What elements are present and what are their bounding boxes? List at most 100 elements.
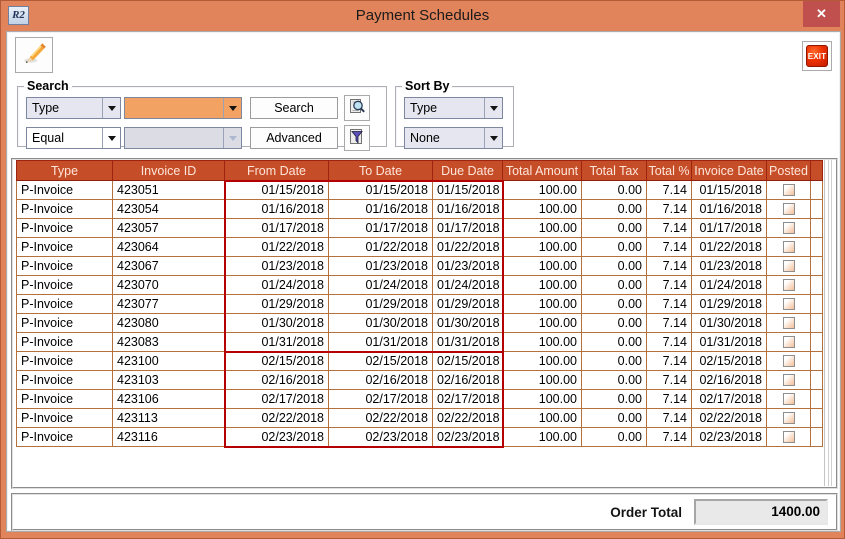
- sort-primary-combobox[interactable]: Type: [404, 97, 503, 119]
- cell-from-date: 01/30/2018: [224, 313, 329, 333]
- cell-invoice-date: 02/17/2018: [691, 389, 767, 409]
- cell-total-tax: 0.00: [581, 218, 647, 238]
- cell-invoice-date: 01/23/2018: [691, 256, 767, 276]
- cell-posted: [766, 351, 811, 371]
- table-row[interactable]: P-Invoice 423083 01/31/2018 01/31/2018 01/31…: [16, 332, 823, 352]
- cell-invoice-id: 423103: [112, 370, 225, 390]
- posted-checkbox[interactable]: [782, 279, 795, 291]
- cell-due-date: 01/22/2018: [432, 237, 503, 257]
- column-header-to-date[interactable]: To Date: [328, 160, 433, 181]
- cell-total-tax: 0.00: [581, 237, 647, 257]
- column-header-due-date[interactable]: Due Date: [432, 160, 503, 181]
- chevron-down-icon[interactable]: [223, 98, 241, 118]
- table-row[interactable]: P-Invoice 423057 01/17/2018 01/17/2018 01/17…: [16, 218, 823, 238]
- search-value-text: [125, 98, 223, 118]
- cell-total: 7.14: [646, 332, 692, 352]
- sort-secondary-value: None: [410, 131, 440, 145]
- chevron-down-icon[interactable]: [102, 98, 120, 118]
- table-row[interactable]: P-Invoice 423064 01/22/2018 01/22/2018 01/22…: [16, 237, 823, 257]
- sort-primary-value: Type: [410, 101, 438, 115]
- cell-posted: [766, 408, 811, 428]
- column-header-total[interactable]: Total %: [646, 160, 692, 181]
- cell-from-date: 01/24/2018: [224, 275, 329, 295]
- cell-invoice-id: 423083: [112, 332, 225, 352]
- posted-checkbox[interactable]: [782, 412, 795, 424]
- sort-secondary-combobox[interactable]: None: [404, 127, 503, 149]
- cell-total-tax: 0.00: [581, 389, 647, 409]
- posted-checkbox[interactable]: [782, 241, 795, 253]
- exit-icon: EXIT: [806, 45, 828, 67]
- search-value-combobox[interactable]: [124, 97, 242, 119]
- order-total-label: Order Total: [610, 504, 682, 520]
- cell-filler: [810, 370, 823, 390]
- cell-posted: [766, 237, 811, 257]
- posted-checkbox[interactable]: [782, 336, 795, 348]
- table-row[interactable]: P-Invoice 423100 02/15/2018 02/15/2018 02/15…: [16, 351, 823, 371]
- cell-due-date: 01/31/2018: [432, 332, 503, 352]
- close-button[interactable]: ✕: [803, 1, 840, 27]
- order-total-value: 1400.00: [694, 499, 828, 525]
- cell-total-tax: 0.00: [581, 256, 647, 276]
- cell-invoice-date: 01/31/2018: [691, 332, 767, 352]
- sortby-group: Sort By Type None: [395, 79, 514, 149]
- column-header-invoice-date[interactable]: Invoice Date: [691, 160, 767, 181]
- posted-checkbox[interactable]: [782, 431, 795, 443]
- table-row[interactable]: P-Invoice 423070 01/24/2018 01/24/2018 01/24…: [16, 275, 823, 295]
- cell-type: P-Invoice: [16, 275, 113, 295]
- cell-posted: [766, 294, 811, 314]
- posted-checkbox[interactable]: [782, 393, 795, 405]
- cell-filler: [810, 332, 823, 352]
- cell-from-date: 02/15/2018: [224, 351, 329, 371]
- cell-total: 7.14: [646, 408, 692, 428]
- table-row[interactable]: P-Invoice 423067 01/23/2018 01/23/2018 01/23…: [16, 256, 823, 276]
- table-row[interactable]: P-Invoice 423103 02/16/2018 02/16/2018 02/16…: [16, 370, 823, 390]
- posted-checkbox[interactable]: [782, 184, 795, 196]
- cell-to-date: 02/15/2018: [328, 351, 433, 371]
- posted-checkbox[interactable]: [782, 317, 795, 329]
- cell-type: P-Invoice: [16, 180, 113, 200]
- chevron-down-icon[interactable]: [484, 98, 502, 118]
- cell-type: P-Invoice: [16, 389, 113, 409]
- column-header-filler: [810, 160, 823, 181]
- search-operator-combobox[interactable]: Equal: [26, 127, 121, 149]
- posted-checkbox[interactable]: [782, 374, 795, 386]
- column-header-from-date[interactable]: From Date: [224, 160, 329, 181]
- column-header-total-amount[interactable]: Total Amount: [502, 160, 582, 181]
- cell-filler: [810, 199, 823, 219]
- column-header-invoice-id[interactable]: Invoice ID: [112, 160, 225, 181]
- table-row[interactable]: P-Invoice 423077 01/29/2018 01/29/2018 01/29…: [16, 294, 823, 314]
- cell-total: 7.14: [646, 389, 692, 409]
- vertical-scrollbar[interactable]: [824, 160, 835, 486]
- advanced-button[interactable]: Advanced: [250, 127, 338, 149]
- cell-invoice-id: 423070: [112, 275, 225, 295]
- column-header-total-tax[interactable]: Total Tax: [581, 160, 647, 181]
- posted-checkbox[interactable]: [782, 355, 795, 367]
- cell-invoice-date: 01/30/2018: [691, 313, 767, 333]
- chevron-down-icon[interactable]: [484, 128, 502, 148]
- advanced-filter-button[interactable]: [344, 125, 370, 151]
- cell-invoice-id: 423051: [112, 180, 225, 200]
- table-row[interactable]: P-Invoice 423054 01/16/2018 01/16/2018 01/16…: [16, 199, 823, 219]
- cell-total: 7.14: [646, 351, 692, 371]
- cell-total-amount: 100.00: [502, 256, 582, 276]
- search-lookup-button[interactable]: [344, 95, 370, 121]
- table-row[interactable]: P-Invoice 423116 02/23/2018 02/23/2018 02/23…: [16, 427, 823, 447]
- search-value2-text: [125, 128, 223, 148]
- posted-checkbox[interactable]: [782, 260, 795, 272]
- table-row[interactable]: P-Invoice 423051 01/15/2018 01/15/2018 01/15…: [16, 180, 823, 200]
- table-row[interactable]: P-Invoice 423080 01/30/2018 01/30/2018 01/30…: [16, 313, 823, 333]
- table-row[interactable]: P-Invoice 423106 02/17/2018 02/17/2018 02/17…: [16, 389, 823, 409]
- column-header-posted[interactable]: Posted: [766, 160, 811, 181]
- cell-total-amount: 100.00: [502, 313, 582, 333]
- posted-checkbox[interactable]: [782, 222, 795, 234]
- search-field-combobox[interactable]: Type: [26, 97, 121, 119]
- posted-checkbox[interactable]: [782, 298, 795, 310]
- table-row[interactable]: P-Invoice 423113 02/22/2018 02/22/2018 02/22…: [16, 408, 823, 428]
- column-header-type[interactable]: Type: [16, 160, 113, 181]
- close-icon: ✕: [816, 6, 827, 21]
- exit-button[interactable]: EXIT: [802, 41, 832, 71]
- edit-button[interactable]: [15, 37, 53, 73]
- chevron-down-icon[interactable]: [102, 128, 120, 148]
- search-button[interactable]: Search: [250, 97, 338, 119]
- posted-checkbox[interactable]: [782, 203, 795, 215]
